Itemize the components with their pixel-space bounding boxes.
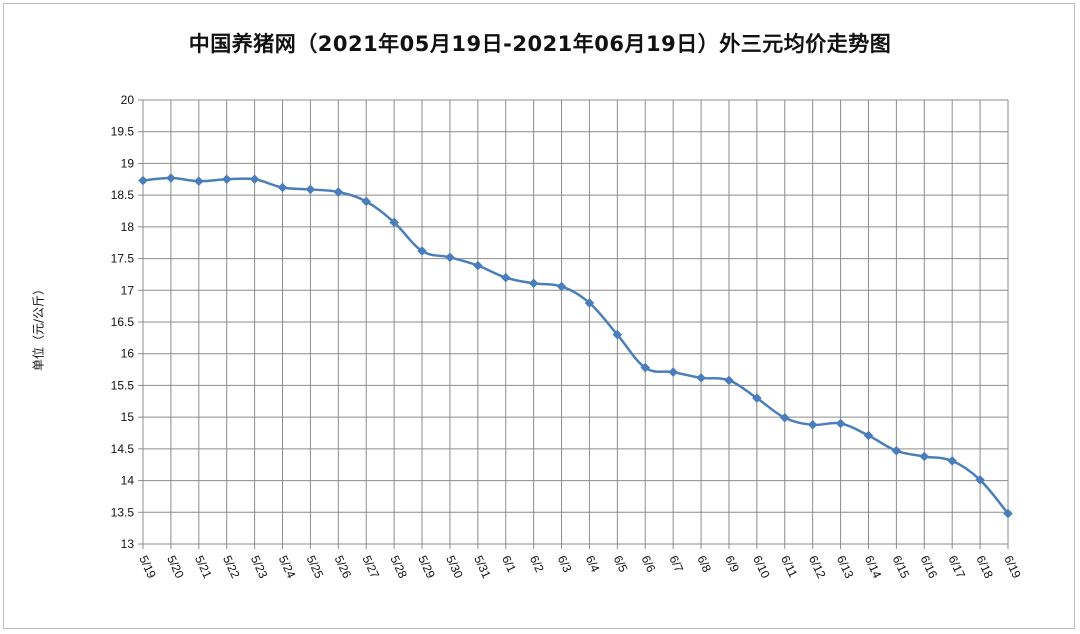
data-point [305,184,316,195]
y-tick-label: 15 [121,410,135,424]
x-tick-label: 5/22 [220,553,243,580]
x-tick-label: 6/6 [639,553,659,574]
x-tick-label: 6/3 [555,553,575,574]
data-point [640,362,651,373]
series-layer [138,173,1013,519]
data-point [612,329,623,340]
x-tick-label: 6/11 [778,553,800,580]
x-tick-label: 6/18 [973,553,996,580]
x-tick-labels: 5/19 5/20 5/21 5/22 5/23 5/24 5/25 5/26 5/27 5/28… [136,553,1024,580]
y-tick-label: 20 [121,93,135,107]
x-tick-label: 6/14 [862,553,885,580]
data-point [807,419,818,430]
x-tick-label: 5/29 [415,553,438,580]
x-tick-label: 6/16 [918,553,941,580]
y-tick-label: 18.5 [111,188,135,202]
data-point [584,298,595,308]
data-point [194,176,204,186]
data-point [138,175,148,186]
data-point [333,187,344,197]
data-point [668,367,678,377]
y-tick-labels: 13 13.5 14 14.5 15 15.5 16 16.5 17 17.5 18 18.5 19 19… [111,93,135,551]
x-tick-label: 6/12 [806,553,829,580]
data-point [249,174,260,185]
series-line [142,176,1009,515]
x-tick-label: 6/5 [611,553,631,574]
x-tick-label: 6/15 [890,553,913,580]
x-tick-label: 6/10 [750,553,773,580]
x-tick-label: 5/26 [332,553,355,580]
x-tick-label: 5/31 [471,553,494,580]
x-tick-label: 5/20 [164,553,187,580]
x-tick-label: 5/27 [360,553,383,580]
x-tick-label: 5/28 [387,553,410,580]
x-tick-label: 5/21 [192,553,215,580]
y-tick-label: 15.5 [111,378,135,392]
data-point [166,173,176,183]
y-tick-label: 14 [121,474,135,488]
data-point [835,418,846,429]
chart-title: 中国养猪网（2021年05月19日-2021年06月19日）外三元均价走势图 [188,32,892,56]
x-tick-label: 5/19 [136,553,159,580]
x-tick-label: 6/1 [499,553,519,574]
y-tick-label: 17.5 [111,252,135,266]
data-point [724,375,734,386]
data-point [1003,508,1013,519]
x-tick-label: 5/23 [248,553,271,580]
grid-lines [138,99,1009,549]
x-tick-label: 6/13 [834,553,857,580]
data-point [919,451,930,462]
data-point [556,281,567,292]
x-tick-label: 6/19 [1001,553,1024,580]
y-tick-label: 19.5 [111,125,135,139]
x-tick-label: 6/4 [583,553,603,574]
y-tick-label: 16.5 [111,315,135,329]
x-tick-label: 6/7 [666,553,686,574]
y-tick-label: 19 [121,156,135,170]
data-point [891,445,902,456]
data-point [221,174,232,185]
y-tick-label: 13.5 [111,505,135,519]
x-tick-label: 5/24 [276,553,299,580]
x-tick-label: 6/8 [694,553,714,574]
x-tick-label: 6/2 [527,553,547,574]
data-point [361,196,371,207]
x-tick-label: 5/25 [304,553,327,580]
data-point [752,393,762,403]
data-point [947,456,957,466]
y-tick-label: 18 [121,220,135,234]
x-tick-label: 5/30 [443,553,466,580]
data-point [389,217,399,228]
data-point [975,475,985,485]
data-point [473,260,483,271]
data-point [696,373,706,383]
y-tick-label: 14.5 [111,442,135,456]
data-point [500,272,511,283]
y-tick-label: 13 [121,537,135,551]
y-tick-label: 17 [121,283,135,297]
data-point [863,430,874,441]
data-point [445,252,455,263]
data-point [277,182,288,193]
data-point [417,246,427,256]
x-tick-label: 6/17 [945,553,968,580]
y-tick-label: 16 [121,347,135,361]
data-point [528,278,539,289]
data-point [780,413,790,423]
x-tick-label: 6/9 [722,553,742,574]
